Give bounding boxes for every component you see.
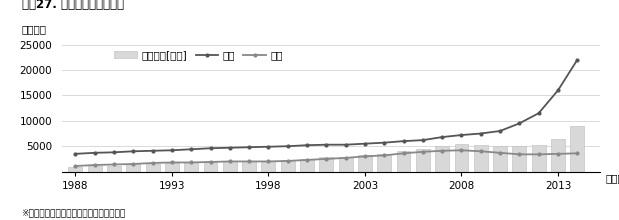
Bar bbox=[261, 161, 275, 172]
Bar bbox=[107, 165, 121, 172]
Bar bbox=[551, 139, 565, 172]
Text: （年）: （年） bbox=[606, 173, 619, 183]
Bar bbox=[145, 164, 160, 172]
Bar bbox=[378, 154, 391, 172]
Legend: 貿易収支[赤字], 輸出, 輸入: 貿易収支[赤字], 輸出, 輸入 bbox=[110, 46, 287, 64]
Bar bbox=[184, 162, 198, 172]
Bar bbox=[513, 146, 526, 172]
Text: 図表27. 医薬品の輸出入推移: 図表27. 医薬品の輸出入推移 bbox=[22, 0, 124, 11]
Bar bbox=[204, 162, 217, 172]
Bar bbox=[397, 151, 410, 172]
Bar bbox=[493, 146, 507, 172]
Text: ※「貿易統計」（財務省）より、筆者作成: ※「貿易統計」（財務省）より、筆者作成 bbox=[22, 209, 126, 218]
Bar bbox=[416, 149, 430, 172]
Bar bbox=[319, 157, 333, 172]
Bar bbox=[454, 144, 469, 172]
Bar bbox=[570, 126, 584, 172]
Bar bbox=[242, 161, 256, 172]
Bar bbox=[358, 155, 372, 172]
Bar bbox=[339, 157, 353, 172]
Bar bbox=[69, 167, 82, 172]
Bar bbox=[474, 145, 488, 172]
Bar bbox=[532, 145, 545, 172]
Bar bbox=[88, 166, 102, 172]
Bar bbox=[223, 161, 237, 172]
Bar bbox=[281, 160, 295, 172]
Text: （億円）: （億円） bbox=[22, 24, 46, 34]
Bar bbox=[435, 146, 449, 172]
Bar bbox=[165, 163, 179, 172]
Bar bbox=[300, 159, 314, 172]
Bar bbox=[126, 165, 141, 172]
